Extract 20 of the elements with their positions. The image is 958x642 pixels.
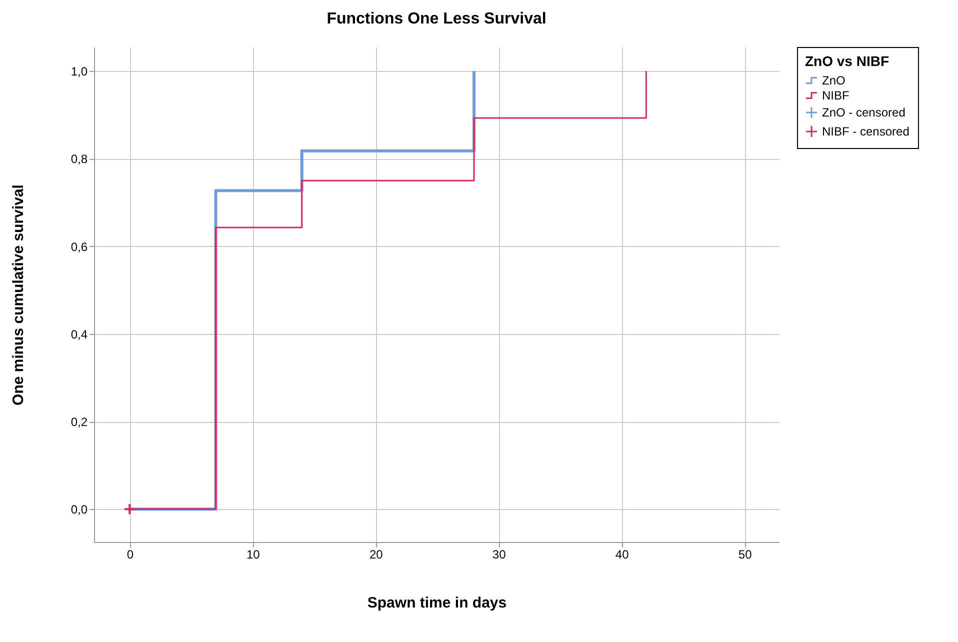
legend-title: ZnO vs NIBF: [805, 53, 890, 69]
y-tick-label: 0,6: [70, 240, 88, 254]
x-tick-label: 50: [738, 548, 752, 562]
chart-title: Functions One Less Survival: [326, 10, 546, 28]
x-axis-title: Spawn time in days: [367, 594, 507, 612]
y-tick-label: 0,0: [70, 502, 88, 517]
legend-label: ZnO: [822, 74, 846, 88]
legend-label: ZnO - censored: [822, 106, 906, 120]
y-tick-label: 0,4: [70, 327, 88, 342]
y-tick-label: 1,0: [70, 64, 88, 79]
legend-label: NIBF - censored: [822, 124, 910, 138]
legend-label: NIBF: [822, 88, 850, 102]
x-tick-label: 10: [246, 548, 260, 562]
x-tick-label: 0: [126, 548, 134, 562]
y-tick-label: 0,8: [70, 152, 88, 166]
x-tick-label: 40: [615, 548, 630, 562]
x-tick-label: 20: [369, 548, 384, 562]
y-tick-label: 0,2: [70, 415, 88, 430]
x-tick-label: 30: [492, 548, 506, 562]
y-axis-title: One minus cumulative survival: [10, 184, 27, 406]
